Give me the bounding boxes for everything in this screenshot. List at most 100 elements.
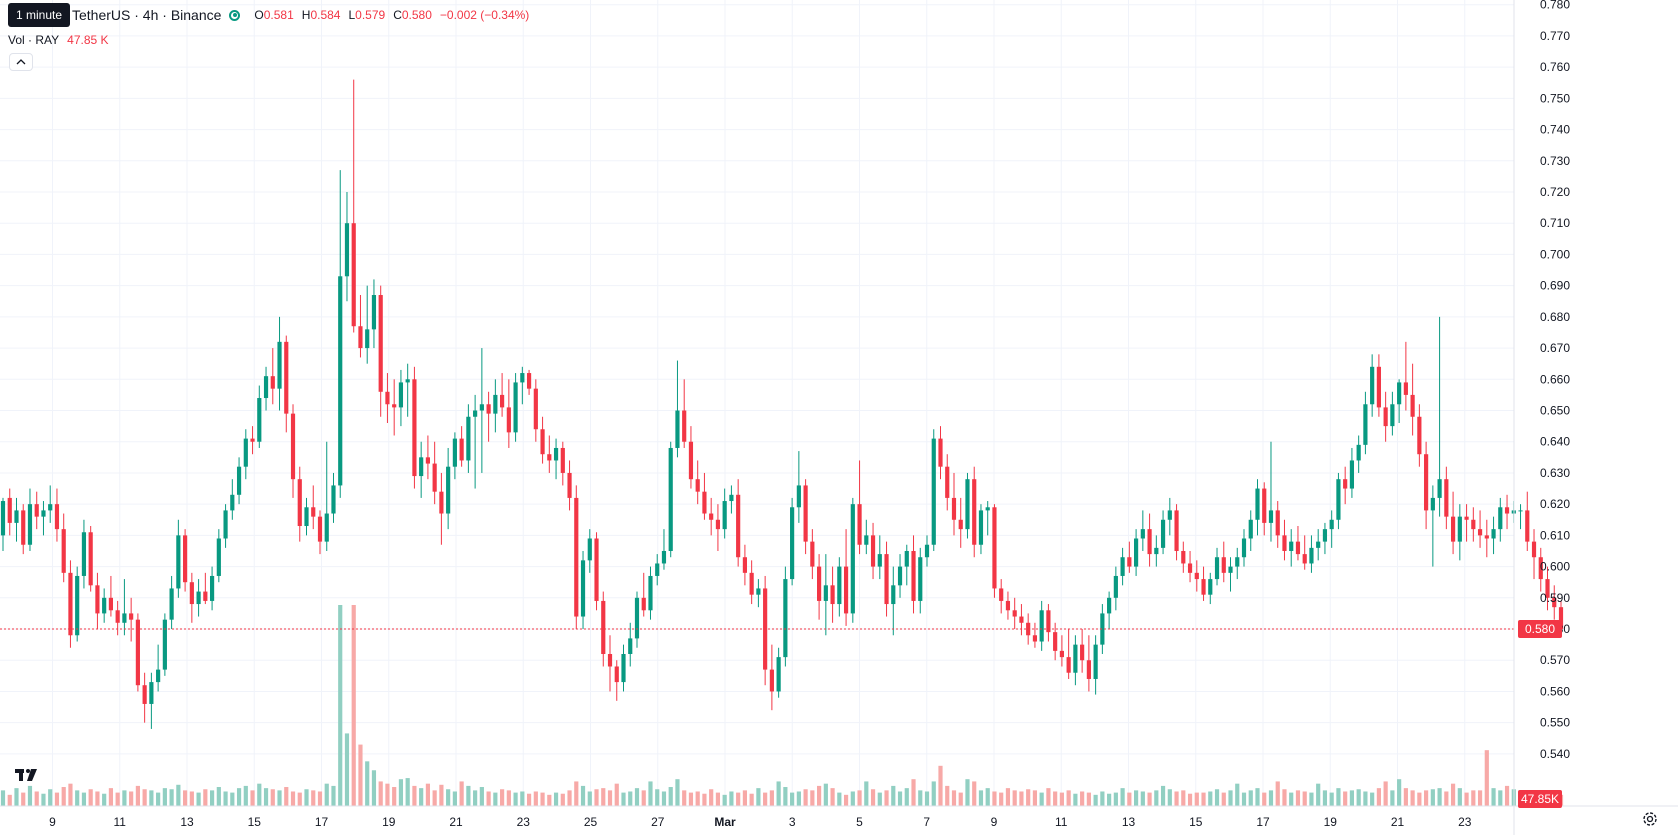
open-label: O xyxy=(254,8,264,22)
volume-bar xyxy=(48,789,53,806)
candle-body xyxy=(250,438,255,442)
volume-bar xyxy=(1477,790,1483,806)
candle-body xyxy=(1262,488,1267,523)
candle-body xyxy=(823,585,828,601)
candle-body xyxy=(1167,510,1172,520)
volume-bar xyxy=(486,791,491,806)
gear-icon[interactable] xyxy=(1641,810,1659,828)
volume-bar xyxy=(1208,791,1213,806)
volume-bar xyxy=(338,605,343,806)
candle-body xyxy=(257,398,262,442)
candle-body xyxy=(661,550,667,564)
candle-body xyxy=(1066,657,1071,673)
candle-body xyxy=(945,466,950,498)
time-tick-label: 9 xyxy=(49,815,56,829)
candle-body xyxy=(790,507,795,580)
candle-body xyxy=(81,532,87,576)
candlestick-series xyxy=(0,79,1564,729)
candle-body xyxy=(486,404,491,414)
tradingview-logo-icon[interactable] xyxy=(14,765,42,785)
last-price-label-bg xyxy=(1518,620,1562,639)
candle-body xyxy=(223,510,228,539)
high-value: 0.584 xyxy=(310,8,341,22)
candle-body xyxy=(1275,510,1280,536)
volume-bar xyxy=(1113,792,1118,806)
price-tick-label: 0.740 xyxy=(1540,123,1570,137)
volume-bar xyxy=(1019,791,1024,806)
candle-body xyxy=(1228,566,1233,573)
volume-bar xyxy=(162,788,167,806)
volume-bar xyxy=(115,792,120,806)
candle-body xyxy=(560,447,565,473)
candle-body xyxy=(473,410,478,417)
candle-body xyxy=(500,394,505,408)
volume-bar xyxy=(1100,791,1105,806)
candle-body xyxy=(1107,597,1112,614)
candle-body xyxy=(135,619,140,686)
candle-body xyxy=(385,391,390,405)
volume-legend[interactable]: Vol · RAY 47.85 K xyxy=(8,33,109,47)
candle-body xyxy=(392,404,397,408)
volume-bar xyxy=(0,790,6,806)
price-tick-label: 0.610 xyxy=(1540,528,1570,542)
candle-body xyxy=(817,566,822,601)
volume-bar xyxy=(1026,789,1031,806)
market-status-icon[interactable] xyxy=(229,9,241,21)
price-tick-label: 0.770 xyxy=(1540,29,1570,43)
volume-bar xyxy=(250,790,255,806)
candle-body xyxy=(655,563,660,576)
candle-body xyxy=(1282,535,1287,551)
candle-body xyxy=(965,479,970,530)
volume-bar xyxy=(803,789,808,806)
volume-bar xyxy=(1120,788,1125,806)
volume-bar xyxy=(1046,788,1051,806)
last-price-label-text: 0.580 xyxy=(1525,622,1555,636)
volume-bar xyxy=(365,761,370,806)
candle-body xyxy=(621,653,626,683)
candle-body xyxy=(1498,507,1503,530)
volume-bar xyxy=(695,791,700,806)
volume-bar xyxy=(924,791,930,806)
candle-body xyxy=(317,516,323,542)
time-tick-label: 15 xyxy=(1189,815,1203,829)
volume-bar xyxy=(918,790,923,806)
candle-body xyxy=(796,485,801,508)
candle-body xyxy=(270,376,275,389)
candle-body xyxy=(648,575,653,611)
candle-body xyxy=(452,438,457,467)
candle-body xyxy=(304,507,309,527)
candle-body xyxy=(196,591,201,605)
volume-bar xyxy=(641,790,646,806)
volume-bar xyxy=(129,791,134,806)
volume-bar xyxy=(634,788,640,806)
volume-bar xyxy=(1370,792,1375,806)
volume-bar xyxy=(446,789,451,806)
candle-body xyxy=(351,223,356,327)
candle-body xyxy=(715,519,721,530)
price-tick-label: 0.700 xyxy=(1540,247,1570,261)
volume-bar xyxy=(500,789,505,806)
volume-bar xyxy=(607,790,613,806)
candle-body xyxy=(918,557,923,601)
candle-body xyxy=(324,513,329,542)
volume-bar xyxy=(628,791,633,806)
candle-body xyxy=(1241,538,1247,558)
volume-bar xyxy=(405,778,410,806)
candle-body xyxy=(931,438,936,545)
volume-bar xyxy=(1282,789,1287,806)
candle-body xyxy=(1464,516,1469,520)
volume-bar xyxy=(1437,788,1442,806)
price-axis[interactable]: 0.540 0.550 0.560 0.570 0.580 0.590 0.600 0.610… xyxy=(1513,0,1570,835)
candle-body xyxy=(102,597,107,614)
candle-body xyxy=(277,341,282,389)
volume-bar xyxy=(54,792,60,806)
time-axis[interactable]: 9 11 13 15 17 19 21 23 25 27 Mar 3 5 7 9 11 13 15 17 19 21 23 xyxy=(0,805,1678,829)
collapse-legend-button[interactable] xyxy=(9,53,33,71)
symbol-title[interactable]: TetherUS · 4h · Binance xyxy=(72,7,222,23)
volume-bar xyxy=(823,783,828,806)
volume-bar xyxy=(223,791,228,806)
open-value: 0.581 xyxy=(263,8,294,22)
chart-grid xyxy=(0,0,1514,806)
volume-bar xyxy=(344,733,350,806)
